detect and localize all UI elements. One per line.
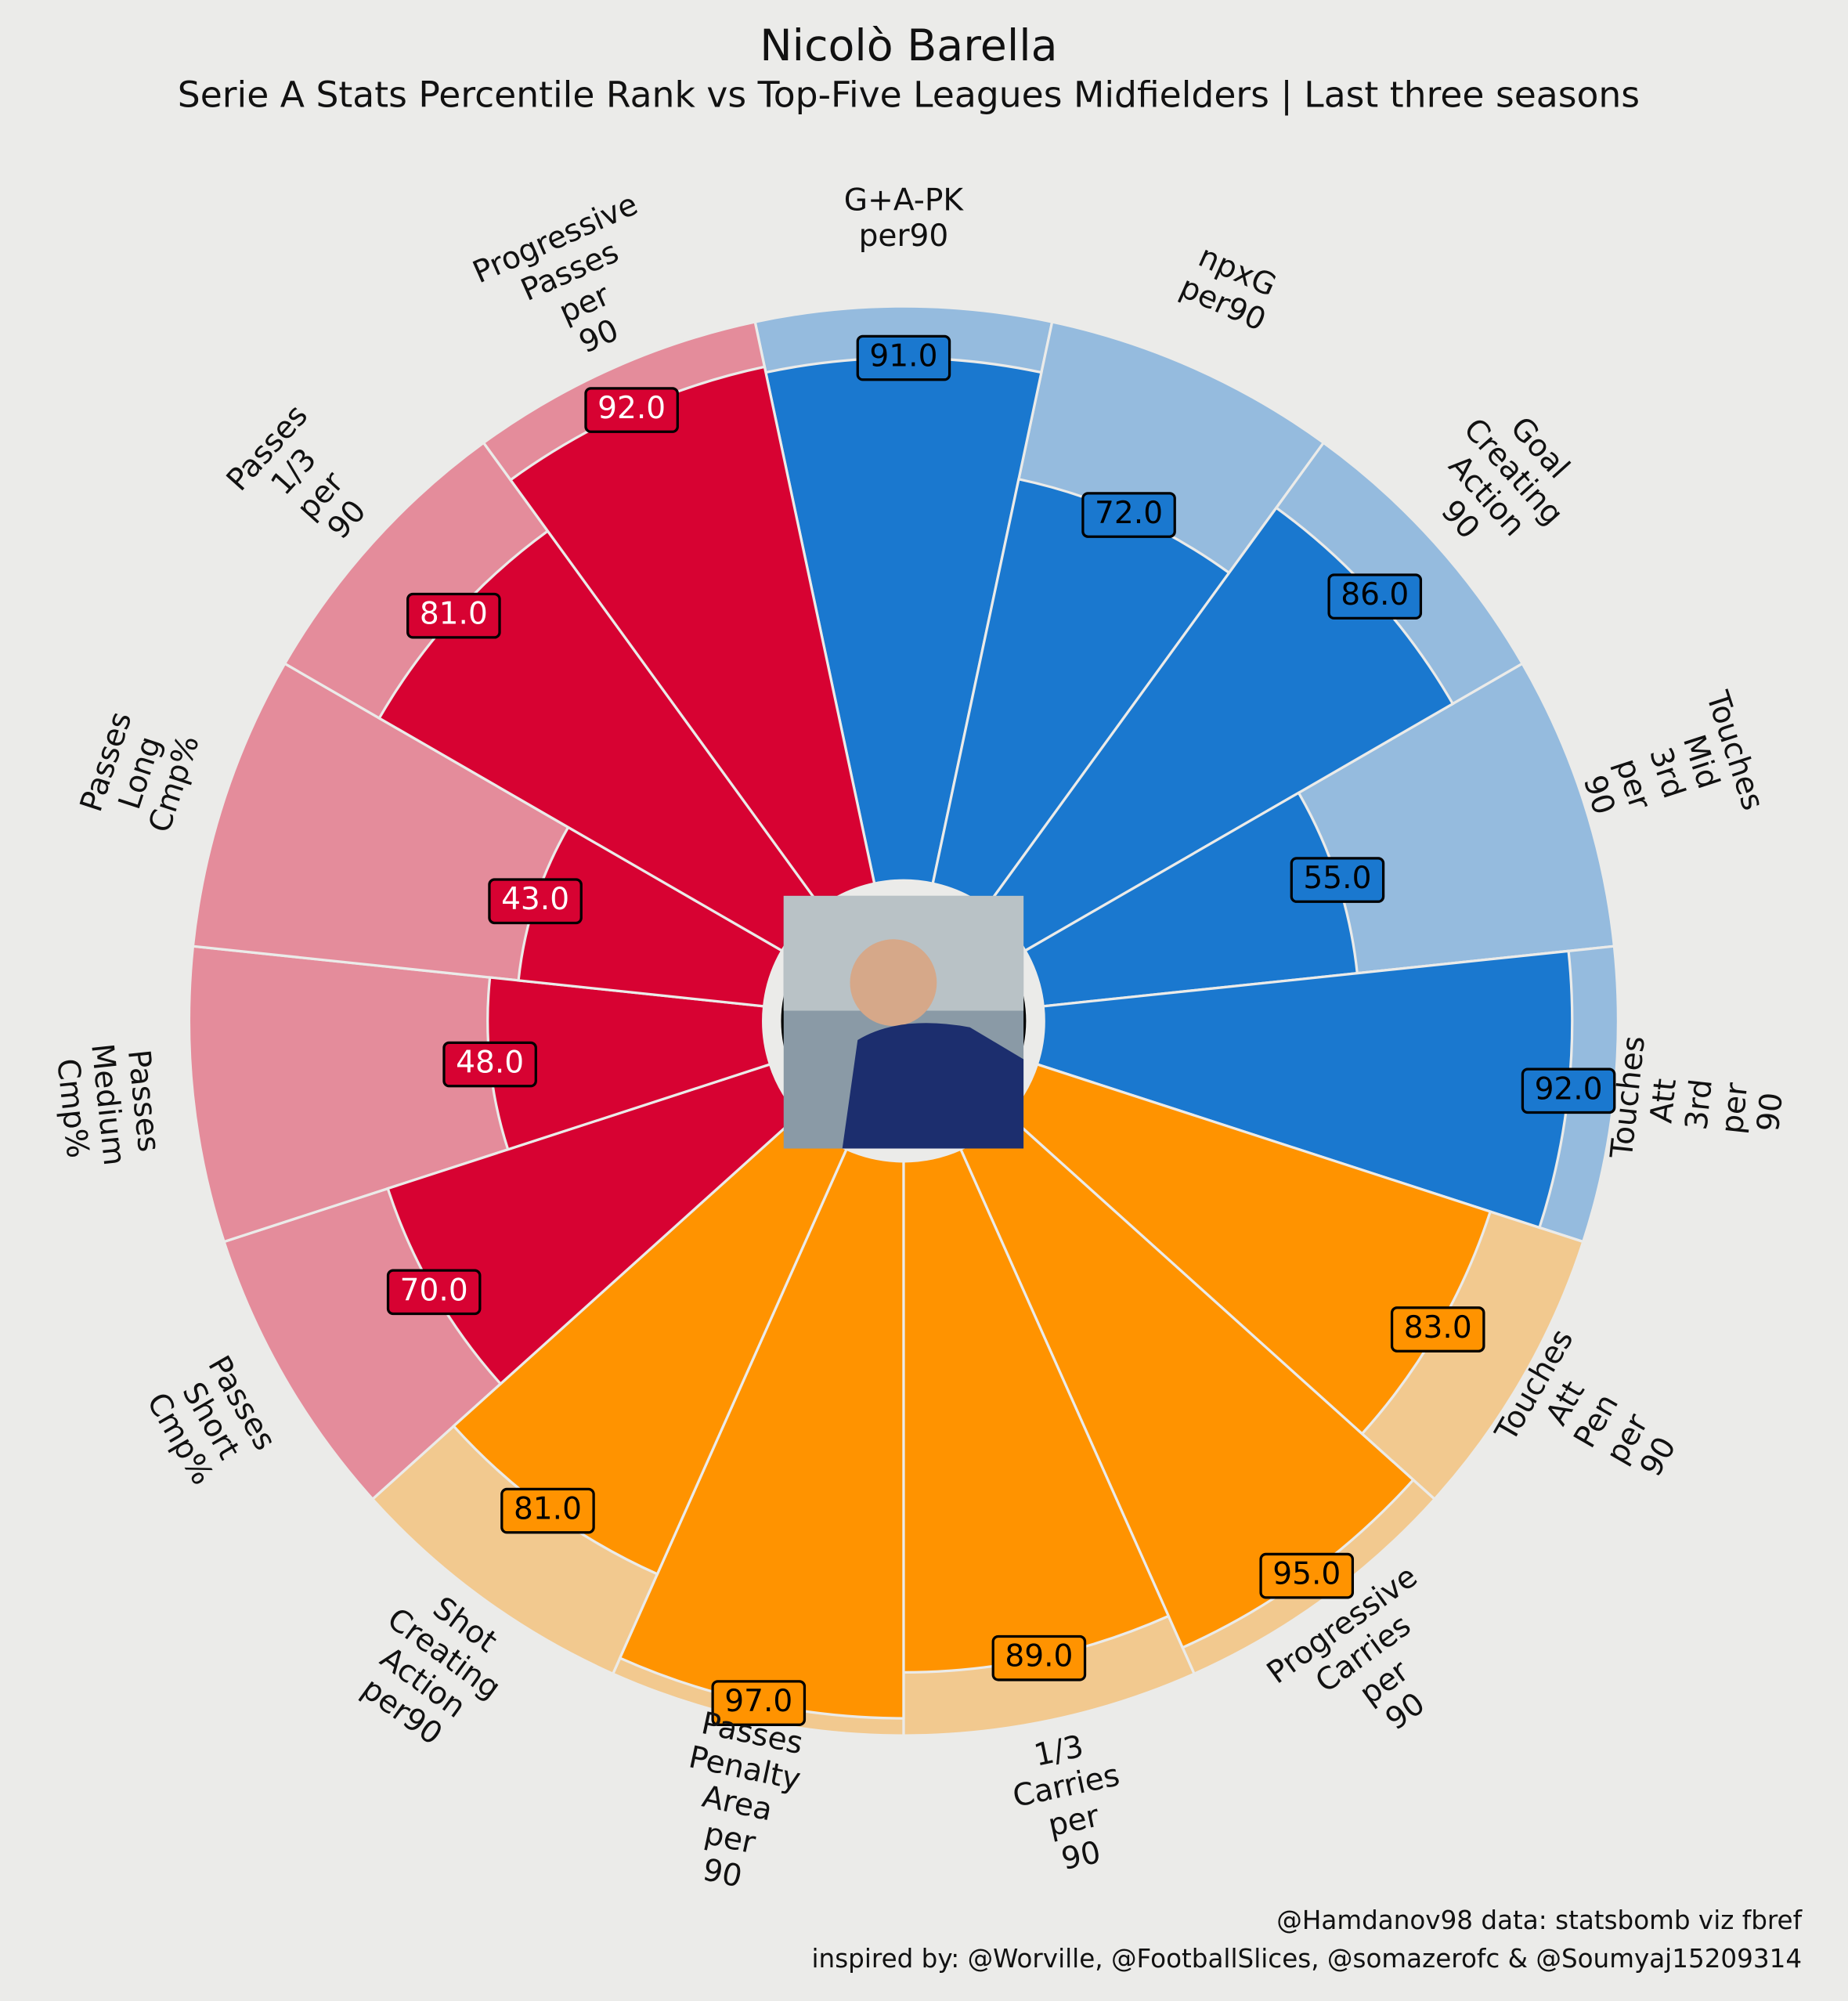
value-label: 72.0 xyxy=(1095,496,1163,531)
value-label-box xyxy=(1390,1306,1485,1353)
bar xyxy=(902,1147,1171,1674)
category-label: PassesPenaltyAreaper90 xyxy=(663,1704,810,1902)
value-label: 95.0 xyxy=(1272,1557,1341,1592)
value-label-box xyxy=(856,334,951,381)
value-label: 92.0 xyxy=(597,391,666,426)
value-label: 81.0 xyxy=(420,597,488,632)
value-label-box xyxy=(711,1680,807,1726)
pizza-plot: 91.0 72.0 86.0 55.0 92.0 83.0 95.0 89.0 97.0 81.0… xyxy=(49,182,1790,1902)
category-label: G+A-PK per90 xyxy=(844,182,965,254)
value-label-box xyxy=(1081,492,1176,538)
value-label: 55.0 xyxy=(1303,861,1371,896)
bar xyxy=(486,976,772,1151)
value-label-box xyxy=(1521,1067,1616,1114)
value-label-box xyxy=(406,592,501,639)
value-label-box xyxy=(1290,857,1385,903)
bar xyxy=(931,477,1231,909)
value-label-box xyxy=(584,387,679,433)
value-label: 86.0 xyxy=(1341,577,1409,612)
photo-shirt xyxy=(842,1023,1024,1149)
value-label: 91.0 xyxy=(869,339,937,374)
bar xyxy=(517,825,784,1008)
bar xyxy=(1035,949,1574,1230)
value-label: 70.0 xyxy=(400,1273,468,1308)
player-photo xyxy=(783,895,1024,1149)
bar xyxy=(1005,1062,1492,1436)
bar xyxy=(1023,791,1359,1008)
footer-inspiration: inspired by: @Worville, @FootballSlices,… xyxy=(812,1944,1803,1974)
value-label-box xyxy=(386,1269,482,1316)
bar xyxy=(508,365,876,909)
value-label: 83.0 xyxy=(1404,1310,1472,1345)
value-label-box xyxy=(488,878,583,925)
bar xyxy=(763,356,1043,886)
category-label: 1/3Carriesper90 xyxy=(1002,1722,1138,1884)
value-label: 92.0 xyxy=(1535,1071,1603,1107)
value-label-box xyxy=(1259,1552,1355,1599)
value-label: 81.0 xyxy=(514,1492,582,1527)
value-label-box xyxy=(500,1487,595,1534)
chart-title: Nicolò Barella xyxy=(760,21,1057,71)
value-label: 43.0 xyxy=(501,882,569,917)
bar xyxy=(618,1147,905,1720)
footer-credit: @Hamdanov98 data: statsbomb viz fbref xyxy=(1276,1905,1803,1935)
value-label-box xyxy=(1327,573,1423,620)
value-label: 89.0 xyxy=(1005,1639,1073,1674)
value-label-box xyxy=(991,1634,1087,1681)
value-label: 97.0 xyxy=(724,1684,792,1719)
chart-subtitle: Serie A Stats Percentile Rank vs Top-Fiv… xyxy=(178,74,1640,116)
value-label: 48.0 xyxy=(456,1046,524,1081)
value-label-box xyxy=(442,1041,537,1088)
bar xyxy=(386,1062,802,1386)
photo-head xyxy=(850,939,937,1027)
category-label: PassesMediumCmp% xyxy=(49,1038,168,1171)
